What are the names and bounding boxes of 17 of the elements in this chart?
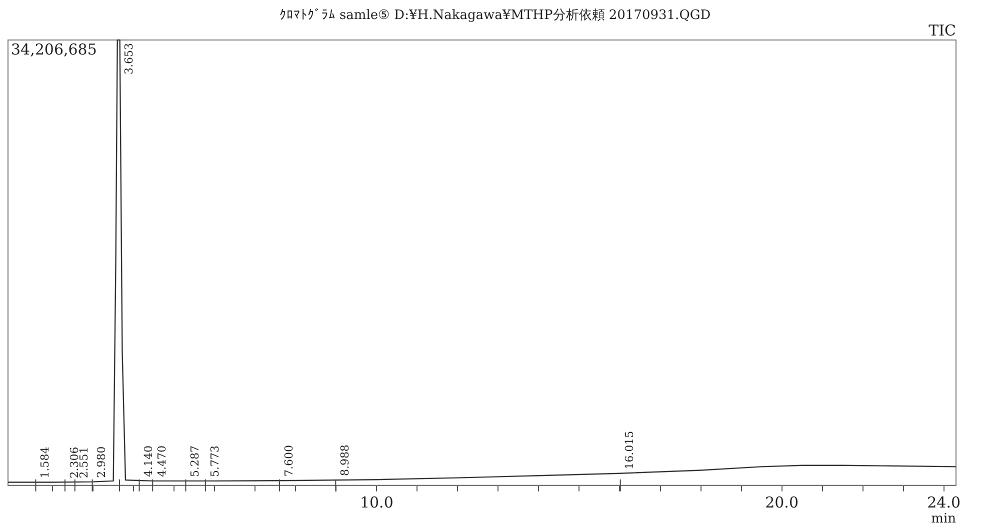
annotation: 3.653 — [122, 43, 136, 74]
annotation: 2.980 — [95, 446, 108, 478]
text: TIC — [928, 21, 956, 40]
x-axis-title: min — [931, 512, 957, 527]
annotation: 8.988 — [338, 444, 352, 476]
annotation: 4.470 — [155, 445, 168, 477]
annotation: 7.600 — [282, 445, 296, 476]
annotation: 16.015 — [623, 430, 636, 470]
annotation: 34,206,685 — [11, 40, 97, 58]
chart-title: ｸﾛﾏﾄｸﾞﾗﾑ samle⑤ D:¥H.Nakagawa¥MTHP分析依頼 20170931.QGD — [279, 8, 711, 23]
x-tick-label: 10.0 — [360, 493, 394, 512]
x-tick-label: 24.0 — [927, 493, 961, 512]
annotation: 1.584 — [38, 446, 52, 478]
x-tick-label: 20.0 — [765, 493, 798, 512]
annotation: 5.287 — [188, 445, 202, 477]
annotation: 5.773 — [208, 445, 222, 477]
annotation: 4.140 — [142, 445, 156, 477]
